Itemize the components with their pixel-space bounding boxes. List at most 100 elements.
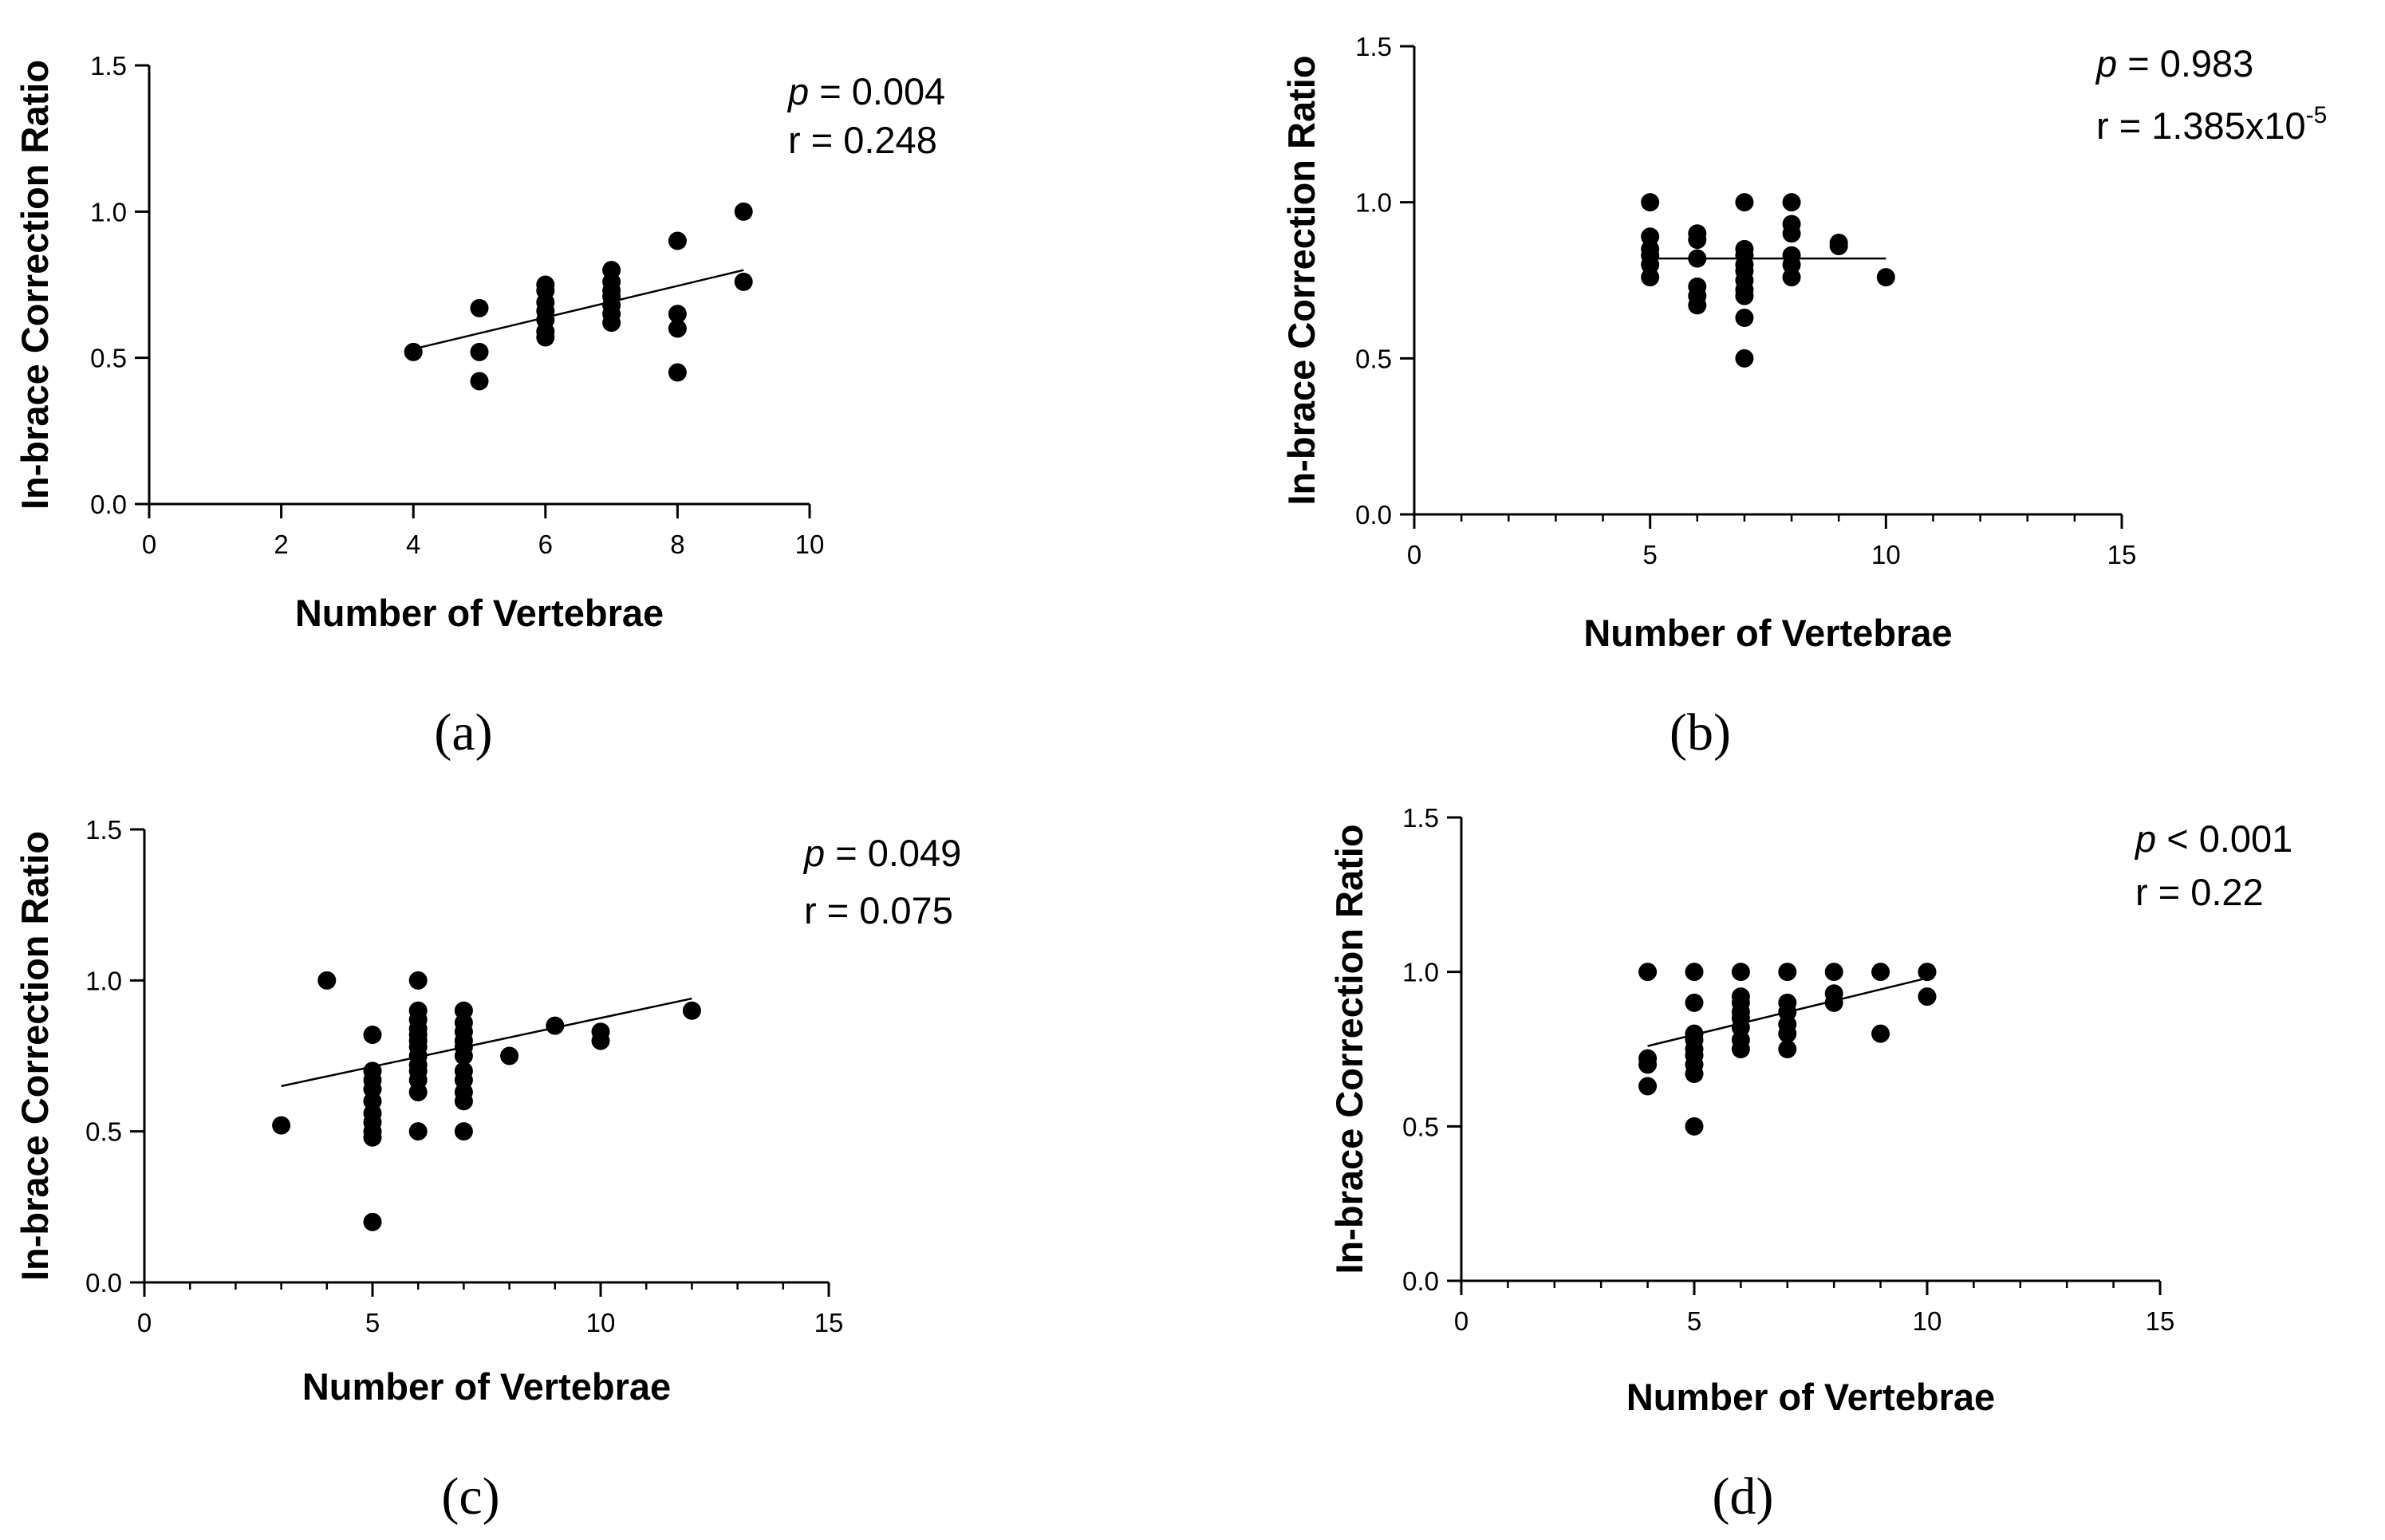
- data-point: [404, 342, 423, 361]
- data-point: [1688, 296, 1707, 315]
- x-tick-label: 0: [137, 1308, 152, 1337]
- data-point: [454, 1092, 473, 1111]
- panel-label: (d): [1713, 1467, 1774, 1526]
- data-point: [546, 1016, 565, 1035]
- data-point: [1735, 193, 1754, 212]
- data-point: [363, 1212, 382, 1231]
- data-point: [1731, 1040, 1750, 1058]
- p-value-annotation: p = 0.983: [2095, 42, 2253, 85]
- x-axis-title: Number of Vertebrae: [295, 592, 664, 634]
- data-point: [1782, 193, 1801, 212]
- data-point: [536, 328, 555, 347]
- data-point: [1735, 286, 1754, 305]
- data-point: [1778, 963, 1797, 982]
- data-point: [1688, 249, 1707, 268]
- p-symbol: p: [786, 70, 809, 112]
- data-point: [1638, 1055, 1658, 1074]
- x-tick-label: 2: [274, 530, 288, 559]
- y-tick-label: 1.5: [90, 51, 127, 81]
- data-point: [1638, 963, 1658, 982]
- data-point: [1778, 1024, 1797, 1043]
- p-value-annotation: p = 0.004: [786, 70, 945, 112]
- data-point: [272, 1116, 291, 1135]
- data-point: [470, 372, 489, 391]
- chart-panel-d: 0 5 10 15 0.0 0.5 1.0 1.5 Number of Vertebrae In-…: [1328, 803, 2292, 1526]
- data-point: [470, 298, 489, 317]
- data-point: [1685, 1064, 1704, 1083]
- panel-label: (b): [1670, 703, 1731, 762]
- data-point: [1782, 268, 1801, 287]
- x-tick-label: 15: [2146, 1306, 2175, 1336]
- p-value-text: = 0.004: [809, 70, 945, 112]
- data-point: [1824, 993, 1843, 1012]
- data-point: [1871, 963, 1890, 982]
- x-tick-label: 15: [814, 1308, 844, 1337]
- data-point: [1829, 236, 1848, 255]
- y-tick-label: 0.0: [85, 1268, 122, 1298]
- r-value-text: r = 0.22: [2135, 871, 2264, 913]
- y-tick-label: 1.0: [1355, 188, 1392, 218]
- x-axis-title: Number of Vertebrae: [1626, 1376, 1995, 1418]
- data-point: [454, 1046, 473, 1065]
- y-tick-label: 1.5: [85, 815, 122, 845]
- r-value-annotation: r = 0.075: [804, 889, 953, 931]
- chart-panel-c: 0 5 10 15 0.0 0.5 1.0 1.5 Number of Vertebrae In-…: [14, 815, 961, 1526]
- data-point: [668, 231, 687, 250]
- data-point: [1735, 308, 1754, 327]
- chart-panel-b: 0 5 10 15 0.0 0.5 1.0 1.5 Number of Vertebrae In-…: [1280, 32, 2327, 762]
- data-point: [591, 1031, 610, 1050]
- r-value-text: r = 0.248: [788, 119, 937, 161]
- y-axis-title: In-brace Correction Ratio: [14, 60, 56, 510]
- x-tick-label: 10: [795, 530, 825, 559]
- data-point: [500, 1046, 519, 1065]
- data-point: [1918, 963, 1937, 982]
- regression-line: [281, 997, 692, 1088]
- y-tick-label: 0.0: [90, 490, 127, 519]
- data-point: [1731, 963, 1750, 982]
- data-point: [734, 202, 753, 221]
- data-point: [1685, 963, 1704, 982]
- data-point: [1824, 963, 1843, 982]
- data-point: [363, 1025, 382, 1044]
- y-tick-label: 0.0: [1402, 1266, 1439, 1296]
- y-tick-label: 1.0: [1402, 958, 1439, 987]
- y-tick-label: 1.0: [90, 197, 127, 226]
- data-point: [668, 363, 687, 382]
- r-value-annotation: r = 0.22: [2135, 871, 2264, 913]
- x-tick-label: 5: [365, 1308, 380, 1337]
- x-tick-label: 10: [586, 1308, 616, 1337]
- r-value-text: r = 1.385x10: [2096, 104, 2306, 147]
- p-value-text: = 0.983: [2117, 42, 2253, 85]
- data-point: [317, 971, 337, 990]
- x-tick-label: 6: [538, 530, 553, 559]
- x-tick-label: 0: [1407, 540, 1421, 569]
- data-point: [682, 1001, 701, 1020]
- data-point: [602, 313, 621, 333]
- x-tick-label: 0: [142, 530, 156, 559]
- x-tick-label: 4: [406, 530, 420, 559]
- p-value-text: < 0.001: [2156, 817, 2292, 860]
- r-value-text: r = 0.075: [804, 889, 953, 931]
- data-point: [363, 1128, 382, 1147]
- y-tick-label: 1.5: [1355, 32, 1392, 61]
- p-symbol: p: [802, 832, 825, 874]
- y-tick-label: 1.0: [85, 966, 122, 995]
- data-point: [1871, 1024, 1890, 1043]
- chart-panel-a: 0 2 4 6 8 10 0.0 0.5 1.0 1.5 Number of Vertebrae In…: [14, 51, 945, 762]
- y-tick-label: 0.5: [90, 344, 127, 373]
- data-point: [1685, 1117, 1704, 1136]
- x-tick-label: 10: [1913, 1306, 1942, 1336]
- x-axis-title: Number of Vertebrae: [1583, 612, 1952, 654]
- y-tick-label: 0.5: [1402, 1112, 1439, 1141]
- data-point: [1638, 1077, 1658, 1096]
- p-value-annotation: p = 0.049: [802, 832, 961, 874]
- x-tick-label: 0: [1454, 1306, 1468, 1336]
- regression-line: [412, 269, 744, 350]
- data-point: [668, 305, 687, 324]
- y-axis-title: In-brace Correction Ratio: [1280, 55, 1323, 505]
- data-point: [1918, 987, 1937, 1006]
- y-tick-label: 0.5: [85, 1117, 122, 1147]
- p-symbol: p: [2095, 42, 2117, 85]
- x-tick-label: 8: [670, 530, 684, 559]
- x-tick-label: 5: [1642, 540, 1657, 569]
